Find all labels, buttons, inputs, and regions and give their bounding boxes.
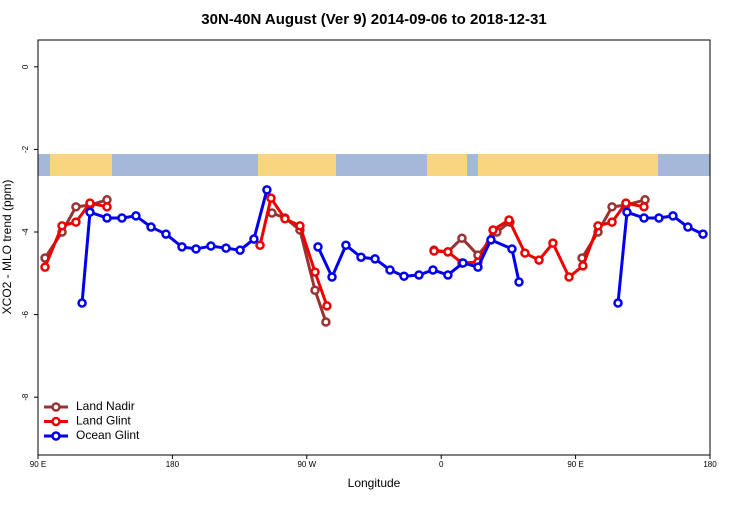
y-axis-label: XCO2 - MLO trend (ppm) [0,180,14,315]
data-point [443,247,453,257]
map-band [38,154,710,176]
data-point [310,285,320,295]
data-point [486,235,496,245]
data-point [71,217,81,227]
data-point [457,233,467,243]
legend-marker [51,416,61,427]
data-point [177,242,187,252]
data-point [102,213,112,223]
chart-title: 30N-40N August (Ver 9) 2014-09-06 to 201… [201,11,546,28]
data-point [639,202,649,212]
legend-label: Land Glint [76,414,131,428]
data-point [71,202,81,212]
data-point [399,271,409,281]
data-point [322,301,332,311]
data-point [266,193,276,203]
data-point [191,244,201,254]
data-point [146,222,156,232]
legend-marker [51,402,61,412]
data-point [578,261,588,271]
y-tick-label: -2 [21,145,30,153]
y-tick-label: -4 [21,228,30,236]
data-point [356,252,366,262]
data-point [221,243,231,253]
data-point [77,298,87,308]
data-point [85,207,95,217]
data-point [295,221,305,231]
data-point [429,246,439,256]
data-point [534,255,544,265]
data-point [514,277,524,287]
y-tick-label: 0 [21,64,30,69]
data-point [313,242,323,252]
data-point [235,245,245,255]
x-tick-label: 90 E [567,460,583,469]
data-point [117,213,127,223]
data-point [310,267,320,277]
data-point [654,213,664,223]
data-point [161,229,171,239]
data-point [613,298,623,308]
x-tick-label: 90 E [30,460,46,469]
data-point [385,265,395,275]
data-point [341,240,351,250]
y-tick-label: -6 [21,311,30,319]
legend-label: Ocean Glint [76,428,140,442]
data-point [473,262,483,272]
data-point [428,265,438,275]
legend-label: Land Nadir [76,399,135,413]
data-point [622,207,632,217]
data-point [683,222,693,232]
data-point [131,211,141,221]
legend-marker [51,431,61,441]
data-point [327,272,337,282]
data-point [102,202,112,212]
land [258,154,336,176]
data-point [668,211,678,221]
data-point [458,258,468,268]
data-point [621,198,631,208]
y-tick-label: -8 [21,393,30,401]
data-point [85,198,95,208]
plot-frame [37,39,711,456]
data-point [607,202,617,212]
data-point [370,254,380,264]
data-point [548,238,558,248]
data-point [414,270,424,280]
data-point [520,248,530,258]
data-point [639,213,649,223]
data-point [57,221,67,231]
land [427,154,467,176]
data-point [504,215,514,225]
data-point [262,185,272,195]
data-point [607,217,617,227]
data-point [593,221,603,231]
land [478,154,658,176]
data-point [488,225,498,235]
data-point [564,272,574,282]
x-axis-label: Longitude [348,476,401,490]
data-point [507,244,517,254]
land [50,154,112,176]
data-point [443,270,453,280]
data-point [249,234,259,244]
data-point [321,317,331,327]
data-point [255,240,265,250]
data-point [698,229,708,239]
x-tick-label: 180 [166,460,180,469]
x-tick-label: 180 [703,460,717,469]
x-tick-label: 90 W [297,460,316,469]
data-point [206,241,216,251]
data-point [40,262,50,272]
x-tick-label: 0 [439,460,444,469]
data-point [280,214,290,224]
